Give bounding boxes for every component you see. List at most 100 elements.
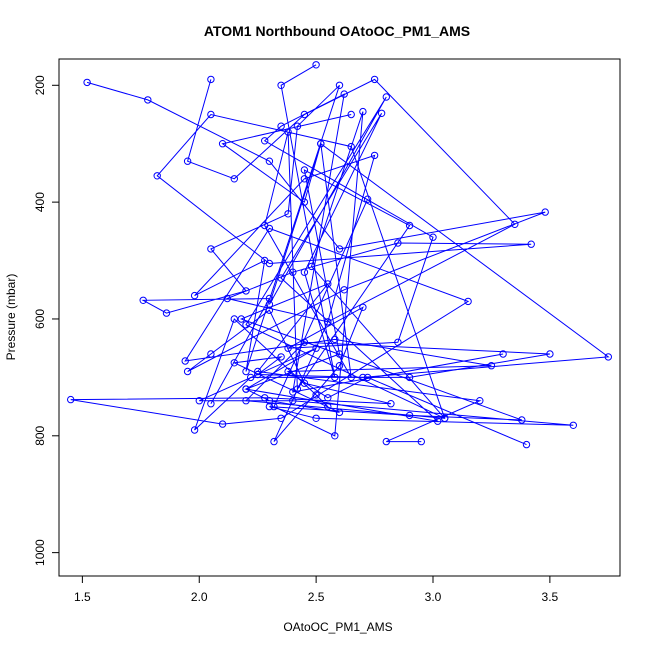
series-line-0: [70, 81, 546, 446]
data-point: [207, 400, 215, 408]
data-point: [230, 175, 239, 183]
data-point: [265, 402, 274, 411]
y-tick-label: 200: [33, 75, 47, 95]
data-point: [429, 233, 437, 241]
data-point: [190, 291, 199, 300]
data-point: [223, 294, 232, 303]
data-point: [324, 394, 332, 402]
data-point: [237, 315, 246, 323]
data-point: [359, 303, 367, 311]
data-point: [300, 166, 309, 174]
data-point: [289, 397, 297, 405]
data-point: [394, 239, 402, 247]
data-point: [511, 220, 519, 229]
x-axis: 1.5 2.0 2.5 3.0 3.5: [74, 575, 559, 604]
data-point: [284, 128, 292, 136]
data-point: [153, 172, 161, 180]
data-point: [261, 221, 269, 230]
data-point: [405, 411, 414, 420]
data-point: [476, 397, 484, 405]
data-point: [312, 391, 320, 399]
data-point: [312, 414, 320, 422]
data-point: [382, 437, 390, 446]
y-axis-label: Pressure (mbar): [4, 274, 18, 361]
series-layer: [67, 61, 612, 449]
data-point: [370, 75, 379, 84]
x-tick-label: 1.5: [74, 590, 91, 604]
data-point: [518, 416, 526, 424]
data-point: [247, 373, 255, 382]
data-point: [67, 395, 75, 404]
data-point: [293, 122, 302, 130]
data-point: [230, 315, 239, 323]
data-point: [340, 90, 348, 98]
data-point: [242, 287, 250, 295]
data-point: [335, 81, 344, 90]
series-line-4: [244, 64, 446, 437]
data-point: [277, 122, 285, 130]
data-point: [277, 81, 285, 90]
data-point: [546, 350, 554, 358]
data-point: [300, 175, 309, 183]
data-point: [347, 110, 355, 119]
data-point: [242, 367, 250, 376]
data-point: [242, 385, 250, 393]
data-point: [242, 321, 250, 329]
data-point: [218, 420, 227, 428]
chart-title: ATOM1 Northbound OAtoOC_PM1_AMS: [204, 23, 470, 39]
data-point: [207, 110, 215, 119]
data-point: [541, 208, 549, 216]
data-point: [405, 373, 414, 382]
x-tick-label: 2.5: [308, 590, 325, 604]
data-point: [83, 78, 91, 87]
data-point: [522, 440, 531, 449]
data-point: [265, 157, 274, 165]
data-point: [347, 373, 355, 382]
data-point: [441, 414, 449, 422]
data-point: [230, 359, 239, 367]
data-point: [195, 397, 204, 405]
data-point: [312, 344, 320, 352]
data-point: [218, 140, 227, 148]
data-point: [417, 437, 425, 446]
data-point: [387, 400, 395, 408]
data-point: [261, 256, 269, 265]
data-point: [277, 274, 285, 282]
data-point: [377, 109, 386, 118]
data-point: [300, 110, 309, 119]
data-point: [464, 297, 472, 306]
data-point: [527, 240, 535, 248]
data-point: [181, 357, 189, 365]
data-point: [359, 373, 367, 382]
data-point: [190, 426, 199, 434]
data-point: [335, 408, 344, 417]
data-point: [331, 373, 339, 382]
data-point: [144, 96, 152, 104]
data-point: [394, 338, 402, 346]
data-point: [405, 221, 414, 230]
x-tick-label: 2.0: [191, 590, 208, 604]
plot-frame: [58, 58, 621, 577]
data-point: [335, 350, 344, 358]
data-point: [207, 75, 215, 84]
data-point: [183, 367, 192, 376]
y-tick-label: 400: [33, 192, 47, 212]
data-point: [331, 432, 339, 440]
data-point: [569, 421, 577, 429]
data-point: [434, 417, 442, 425]
data-point: [254, 367, 262, 376]
data-point: [139, 296, 147, 304]
series-line-3: [141, 84, 504, 442]
data-point: [293, 385, 302, 393]
data-point: [307, 262, 316, 271]
data-point: [382, 93, 390, 101]
data-point: [183, 157, 192, 165]
data-point: [254, 370, 262, 379]
data-point: [335, 245, 344, 253]
data-point: [604, 353, 612, 361]
y-axis: 200 400 600 800 1000: [33, 75, 60, 566]
data-point: [207, 350, 215, 358]
x-axis-label: OAtoOC_PM1_AMS: [283, 620, 392, 634]
y-tick-label: 1000: [33, 539, 47, 566]
